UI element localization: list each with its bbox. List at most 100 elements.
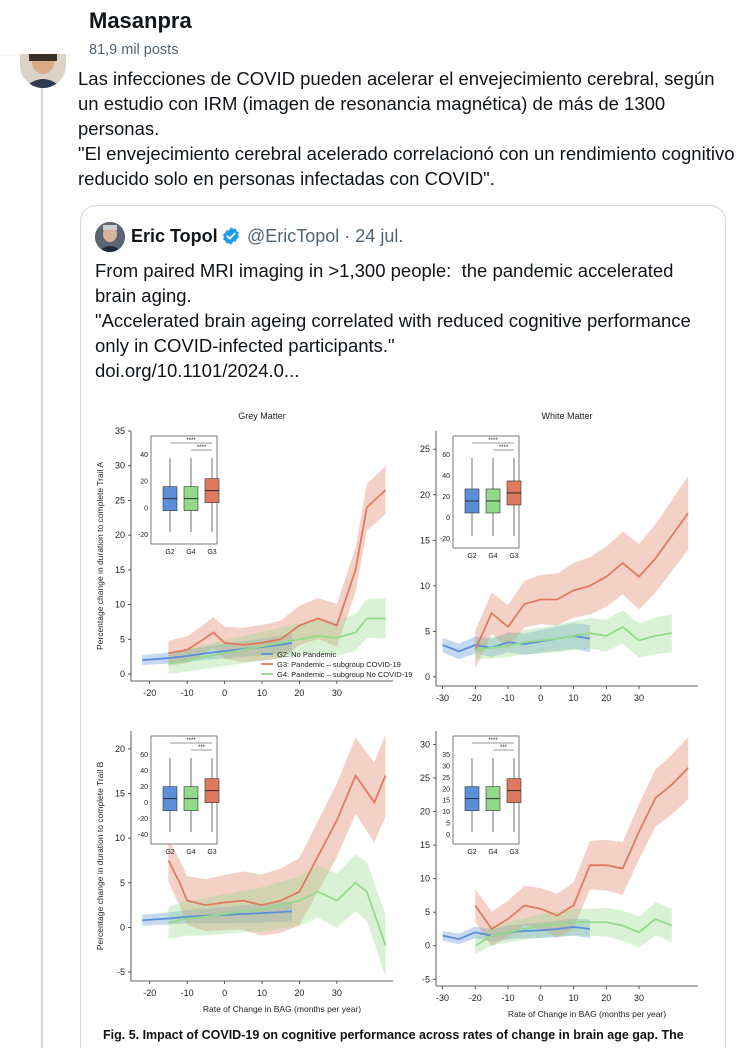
y-tick-label: 10: [115, 833, 125, 843]
x-tick-label: 10: [257, 688, 267, 698]
x-tick-label: 30: [332, 988, 342, 998]
y-tick-label: 20: [115, 744, 125, 754]
inset-group-label: G3: [509, 849, 518, 856]
quoted-post-card[interactable]: Eric Topol @EricTopol · 24 jul. From pai…: [80, 205, 726, 1048]
inset-group-label: G4: [488, 553, 497, 560]
thread-connector-line: [41, 88, 43, 1048]
inset-group-label: G2: [165, 549, 174, 556]
y-tick-label: 15: [115, 789, 125, 799]
series-line: [475, 625, 672, 651]
inset-y-tick-label: 10: [442, 809, 450, 816]
inset-y-tick-label: 5: [446, 821, 450, 828]
y-tick-label: 0: [120, 669, 125, 679]
post-paragraph: Las infecciones de COVID pueden acelerar…: [78, 68, 720, 139]
series-line: [442, 926, 591, 940]
x-tick-label: 10: [569, 993, 579, 1003]
post-text: Las infecciones de COVID pueden acelerar…: [78, 66, 738, 191]
y-tick-label: 15: [420, 840, 430, 850]
inset-sig-label: ****: [197, 445, 207, 451]
y-tick-label: 10: [115, 600, 125, 610]
panel-title: Grey Matter: [238, 411, 286, 421]
x-axis-label: Rate of Change in BAG (months per year): [508, 1009, 666, 1019]
confidence-band: [168, 465, 386, 666]
inset-y-tick-label: 0: [446, 515, 450, 522]
x-tick-label: 0: [222, 988, 227, 998]
series-line: [474, 512, 689, 650]
author-avatar[interactable]: [20, 54, 66, 88]
confidence-band: [168, 598, 386, 675]
x-tick-label: -10: [181, 988, 194, 998]
author-name[interactable]: Masanpra: [89, 8, 192, 33]
series-line: [167, 773, 387, 907]
y-tick-label: 0: [425, 672, 430, 682]
x-tick-label: 10: [569, 693, 579, 703]
y-tick-label: 5: [425, 907, 430, 917]
inset-sig-label: ****: [488, 438, 498, 444]
y-tick-label: 15: [420, 535, 430, 545]
confidence-band: [475, 902, 672, 955]
inset-sig-label: ****: [186, 438, 196, 444]
author-posts-count: 81,9 mil posts: [89, 42, 179, 58]
confidence-band: [442, 623, 590, 660]
inset-sig-label: ****: [488, 738, 498, 744]
inset-y-tick-label: 60: [140, 752, 148, 759]
x-tick-label: -20: [469, 993, 482, 1003]
inset-y-tick-label: 20: [442, 786, 450, 793]
inset-group-label: G3: [207, 549, 216, 556]
x-tick-label: -20: [143, 988, 156, 998]
quoted-link[interactable]: doi.org/10.1101/2024.0...: [95, 360, 300, 381]
series-line: [474, 917, 673, 947]
y-axis-label: Percentage change in duration to complet…: [95, 761, 105, 950]
inset-y-tick-label: 0: [446, 832, 450, 839]
quoted-author-name[interactable]: Eric Topol: [131, 226, 218, 246]
legend-entry: G4: Pandemic – subgroup No COVID-19: [277, 670, 412, 679]
inset-y-tick-label: 35: [442, 752, 450, 759]
inset-group-label: G2: [165, 849, 174, 856]
x-tick-label: 10: [257, 988, 267, 998]
inset-y-tick-label: 30: [442, 763, 450, 770]
confidence-band: [475, 476, 689, 669]
inset-y-tick-label: 20: [140, 479, 148, 486]
x-tick-label: 30: [634, 993, 644, 1003]
y-tick-label: 0: [120, 922, 125, 932]
inset-y-tick-label: -20: [138, 816, 148, 823]
x-axis-label: Rate of Change in BAG (months per year): [203, 1004, 361, 1014]
y-tick-label: 25: [420, 444, 430, 454]
panel-title: White Matter: [541, 411, 592, 421]
inset-sig-label: ***: [198, 745, 206, 751]
inset-y-tick-label: 60: [442, 452, 450, 459]
inset-y-tick-label: -20: [440, 536, 450, 543]
inset-group-label: G4: [186, 849, 195, 856]
inset-group-label: G2: [467, 849, 476, 856]
x-tick-label: -20: [469, 693, 482, 703]
verified-badge-icon: [223, 227, 239, 245]
x-tick-label: 20: [601, 993, 611, 1003]
y-tick-label: 5: [425, 626, 430, 636]
x-tick-label: 30: [634, 693, 644, 703]
y-tick-label: 20: [115, 530, 125, 540]
x-tick-label: -20: [143, 688, 156, 698]
inset-y-tick-label: 20: [140, 784, 148, 791]
inset-y-tick-label: 40: [140, 452, 148, 459]
inset-y-tick-label: 40: [442, 473, 450, 480]
inset-y-tick-label: 0: [144, 505, 148, 512]
x-tick-label: 20: [601, 693, 611, 703]
quoted-handle-date[interactable]: @EricTopol · 24 jul.: [247, 226, 404, 246]
inset-y-tick-label: -40: [138, 832, 148, 839]
series-line: [168, 881, 387, 946]
confidence-band: [168, 854, 386, 977]
post-paragraph: "El envejecimiento cerebral acelerado co…: [78, 143, 740, 189]
y-tick-label: 5: [120, 634, 125, 644]
y-tick-label: 10: [420, 581, 430, 591]
inset-group-label: G3: [207, 849, 216, 856]
x-tick-label: -10: [181, 688, 194, 698]
x-tick-label: -30: [436, 693, 449, 703]
inset-y-tick-label: 40: [140, 768, 148, 775]
figure-image[interactable]: Grey Matter 0 5 10 15 20 25 30 35 -20 -10 0 10 20 30 Pe…: [81, 401, 725, 1048]
confidence-band: [475, 610, 672, 660]
legend-entry: G3: Pandemic – subgroup COVID-19: [277, 660, 401, 669]
y-tick-label: -5: [117, 967, 125, 977]
quoted-author-avatar[interactable]: [95, 222, 125, 252]
x-tick-label: 20: [294, 688, 304, 698]
series-line: [168, 617, 386, 665]
